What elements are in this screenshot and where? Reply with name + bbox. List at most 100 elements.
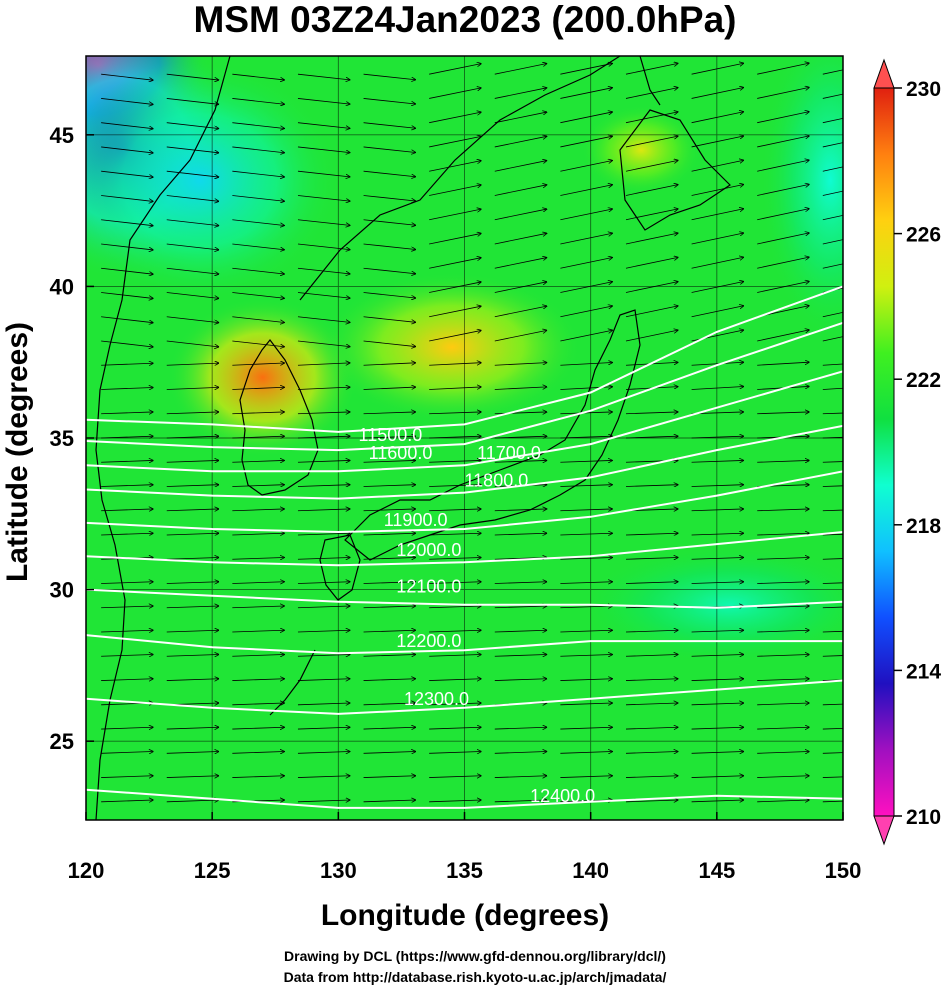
wind-arrow [691, 776, 744, 778]
wind-arrow [691, 436, 744, 438]
wind-arrow [560, 582, 612, 584]
wind-arrow [691, 257, 744, 269]
wind-arrow [101, 776, 153, 778]
wind-arrow [625, 160, 678, 172]
wind-arrow [625, 533, 678, 535]
wind-arrow [757, 136, 809, 148]
contour-line [86, 285, 843, 433]
field-cool-east [760, 56, 843, 341]
wind-arrow [297, 316, 350, 323]
wind-arrow [560, 727, 612, 729]
wind-arrow [429, 209, 481, 221]
wind-arrow [822, 263, 843, 269]
wind-arrow [297, 703, 350, 705]
wind-arrow [822, 436, 843, 439]
wind-arrow [429, 679, 481, 681]
wind-arrow [691, 185, 744, 196]
wind-arrow [363, 340, 416, 347]
wind-arrow [232, 363, 284, 366]
wind-arrow [625, 800, 678, 802]
wind-arrow [494, 752, 547, 754]
wind-arrow [822, 630, 843, 633]
wind-arrow [560, 606, 612, 608]
x-tick-label: 135 [446, 858, 483, 883]
wind-arrow [232, 292, 284, 298]
wind-arrow [757, 679, 809, 681]
wind-arrow [429, 727, 481, 729]
wind-arrow [560, 436, 612, 438]
wind-arrow [757, 533, 809, 535]
wind-arrow [166, 533, 219, 535]
colorbar-tick-label: 214 [906, 660, 941, 683]
y-tick-label: 30 [50, 578, 74, 603]
wind-arrow [494, 330, 547, 342]
wind-arrow [363, 195, 416, 201]
wind-arrow [691, 306, 744, 318]
wind-arrow [232, 243, 284, 250]
wind-arrow [297, 195, 350, 201]
wind-arrow [691, 654, 744, 656]
wind-arrow [822, 117, 843, 124]
wind-arrow [166, 436, 219, 438]
x-tick-label: 140 [572, 858, 609, 883]
wind-arrow [166, 800, 219, 802]
y-tick-label: 45 [50, 123, 74, 148]
colorbar-tick-label: 226 [906, 224, 941, 247]
wind-arrow [691, 800, 744, 802]
wind-arrow [232, 98, 284, 104]
wind-arrow [625, 582, 678, 584]
wind-arrow [297, 98, 350, 104]
wind-arrow [494, 776, 547, 778]
wind-arrow [297, 243, 350, 250]
coastline-hokkaido [619, 109, 731, 231]
wind-arrow [363, 630, 416, 632]
wind-arrow [494, 460, 547, 462]
wind-arrow [757, 160, 809, 172]
wind-arrow [101, 316, 153, 323]
x-tick-label: 150 [825, 858, 862, 883]
credit-data: Data from http://database.rish.kyoto-u.a… [283, 969, 667, 985]
wind-arrow [363, 776, 416, 778]
colorbar-bottom-arrow [873, 815, 895, 846]
wind-arrow [232, 485, 284, 487]
wind-arrow [560, 185, 612, 196]
wind-arrow [429, 412, 481, 414]
wind-arrow [625, 752, 678, 754]
wind-arrow [363, 533, 416, 535]
wind-arrow [625, 776, 678, 778]
wind-arrow [232, 606, 284, 608]
wind-arrow [494, 209, 547, 221]
wind-arrow [822, 93, 843, 99]
wind-arrow [625, 209, 678, 221]
wind-arrow [757, 330, 809, 342]
wind-arrow [429, 630, 481, 632]
wind-arrow [494, 727, 547, 729]
wind-arrow [297, 654, 350, 656]
wind-arrow [757, 606, 809, 608]
wind-arrow [166, 485, 219, 487]
wind-arrow [560, 776, 612, 778]
wind-arrow [757, 63, 809, 75]
wind-arrow [363, 243, 416, 250]
x-axis-label: Longitude (degrees) [321, 899, 609, 932]
wind-arrow [494, 412, 547, 414]
wind-arrow [625, 679, 678, 681]
wind-arrow [757, 509, 809, 511]
wind-arrow [494, 306, 547, 318]
wind-arrow [429, 460, 481, 462]
wind-arrow [429, 606, 481, 608]
wind-arrow [691, 727, 744, 729]
wind-arrow [232, 533, 284, 535]
wind-arrow [625, 185, 678, 196]
wind-arrow [232, 703, 284, 705]
wind-arrow [822, 533, 843, 536]
wind-arrow [429, 136, 481, 148]
contour-line [86, 531, 843, 567]
wind-arrow [232, 460, 284, 462]
wind-arrow [166, 679, 219, 681]
wind-arrow [625, 282, 678, 293]
wind-arrow [822, 214, 843, 221]
wind-arrow [232, 146, 284, 153]
wind-arrow [560, 654, 612, 656]
wind-arrow [691, 460, 744, 462]
